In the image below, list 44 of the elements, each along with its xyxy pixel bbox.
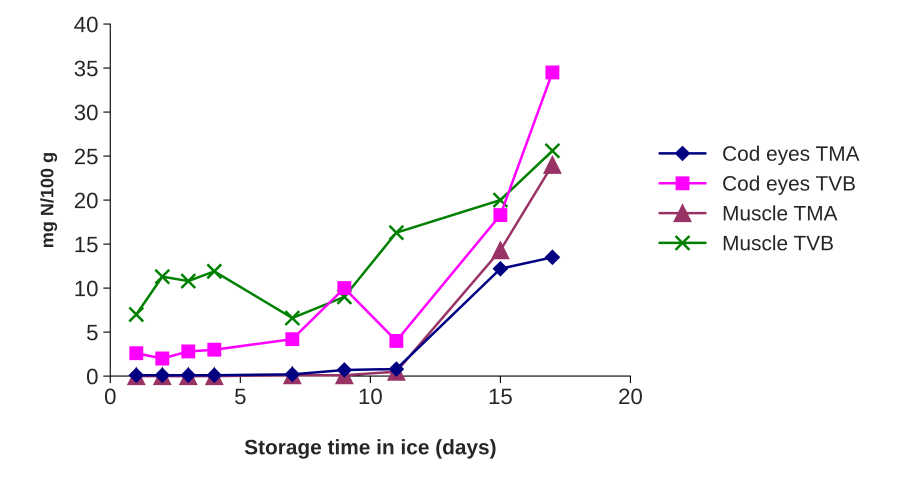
point: [336, 362, 352, 378]
x-tick-label: 15: [490, 388, 512, 404]
point: [336, 288, 353, 306]
y-tick-label: 0: [86, 368, 98, 384]
y-tick-label: 5: [87, 324, 98, 340]
y-axis-title: mg N/100 g: [40, 153, 58, 248]
point: [544, 250, 560, 265]
point: [493, 208, 508, 222]
legend-label: Cod eyes TVB: [723, 175, 855, 195]
x-tick-label: 0: [104, 388, 116, 404]
x-tick-label: 10: [360, 388, 382, 404]
y-tick-label: 20: [74, 192, 98, 208]
legend-label: Muscle TVB: [724, 235, 833, 250]
point: [155, 352, 170, 366]
point: [206, 263, 223, 280]
point: [545, 66, 560, 80]
point: [491, 241, 510, 260]
point: [492, 192, 509, 208]
point: [543, 156, 562, 174]
point: [154, 268, 170, 285]
point: [492, 261, 508, 276]
y-tick-label: 40: [74, 16, 98, 32]
legend-label: Cod eyes TMA: [723, 146, 860, 166]
x-axis-title: Storage time in ice (days): [244, 439, 496, 459]
y-tick-label: 10: [75, 280, 98, 296]
x-tick-label: 20: [619, 388, 642, 404]
y-tick-label: 35: [74, 60, 98, 76]
point: [388, 361, 404, 377]
x-tick-label: 5: [235, 388, 246, 404]
point: [284, 310, 301, 326]
point: [544, 142, 561, 159]
y-tick-label: 25: [74, 148, 98, 164]
y-tick-label: 15: [75, 236, 98, 252]
point: [128, 306, 144, 323]
point: [388, 224, 405, 241]
point: [389, 334, 404, 348]
y-tick-label: 30: [74, 104, 98, 120]
point: [180, 272, 196, 290]
point: [207, 342, 222, 357]
point: [181, 344, 196, 358]
point: [129, 346, 144, 360]
legend-label: Muscle TMA: [724, 205, 838, 221]
point: [337, 281, 352, 296]
point: [285, 332, 300, 346]
